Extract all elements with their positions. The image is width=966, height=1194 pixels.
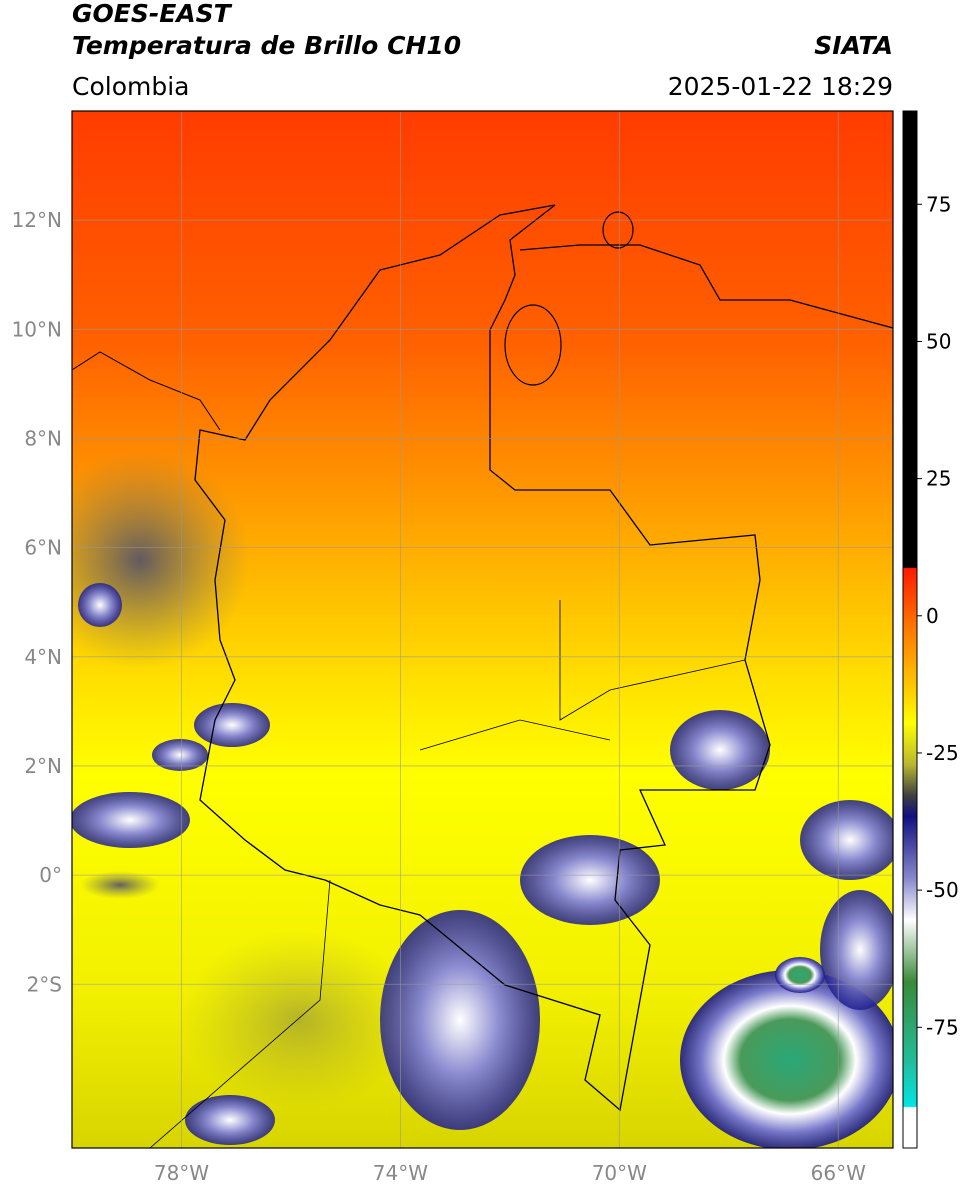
cloud [80, 871, 160, 899]
title: GOES-EAST [72, 0, 233, 28]
y-tick-label: 10°N [12, 317, 62, 341]
y-tick-label: 2°S [27, 972, 62, 996]
colorbar-tick-label: 50 [926, 329, 951, 353]
cloud [800, 800, 893, 880]
x-tick-label: 78°W [154, 1161, 209, 1185]
map-image [72, 111, 893, 1148]
datetime: 2025-01-22 18:29 [668, 72, 893, 101]
cloud [380, 910, 540, 1130]
map-frame [71, 110, 894, 1149]
y-tick-label: 8°N [24, 426, 62, 450]
y-tick-label: 4°N [24, 645, 62, 669]
colorbar [902, 110, 918, 1149]
cloud [185, 1095, 275, 1145]
source: SIATA [814, 31, 893, 60]
colombia-border [194, 204, 771, 1112]
subtitle: Temperatura de Brillo CH10 [72, 31, 461, 60]
cloud [775, 957, 825, 993]
haze [180, 930, 420, 1110]
y-tick-label: 0° [39, 863, 62, 887]
coastline [72, 351, 221, 431]
cloud [78, 583, 122, 627]
cloud [194, 703, 270, 747]
coastline [519, 244, 893, 329]
colorbar-tick-label: -25 [926, 741, 959, 765]
x-tick-label: 70°W [592, 1161, 647, 1185]
y-tick-label: 6°N [24, 536, 62, 560]
grid [72, 111, 893, 1148]
cloud [152, 739, 208, 771]
cloud [670, 710, 770, 790]
cloud [72, 792, 190, 848]
admin-border [149, 600, 746, 1148]
cloud [72, 450, 250, 670]
y-tick-label: 12°N [12, 208, 62, 232]
region: Colombia [72, 72, 189, 101]
cloud [680, 970, 893, 1148]
colorbar-tick-label: 25 [926, 467, 951, 491]
colorbar-tick-label: -75 [926, 1015, 959, 1039]
colorbar-tick-label: 75 [926, 192, 951, 216]
colorbar-tick-label: -50 [926, 878, 959, 902]
x-tick-label: 66°W [811, 1161, 866, 1185]
cloud [520, 835, 660, 925]
y-tick-label: 2°N [24, 754, 62, 778]
cloud [820, 890, 893, 1010]
peninsula [602, 211, 634, 249]
x-tick-label: 74°W [373, 1161, 428, 1185]
lake [504, 304, 562, 386]
colorbar-tick-label: 0 [926, 604, 939, 628]
